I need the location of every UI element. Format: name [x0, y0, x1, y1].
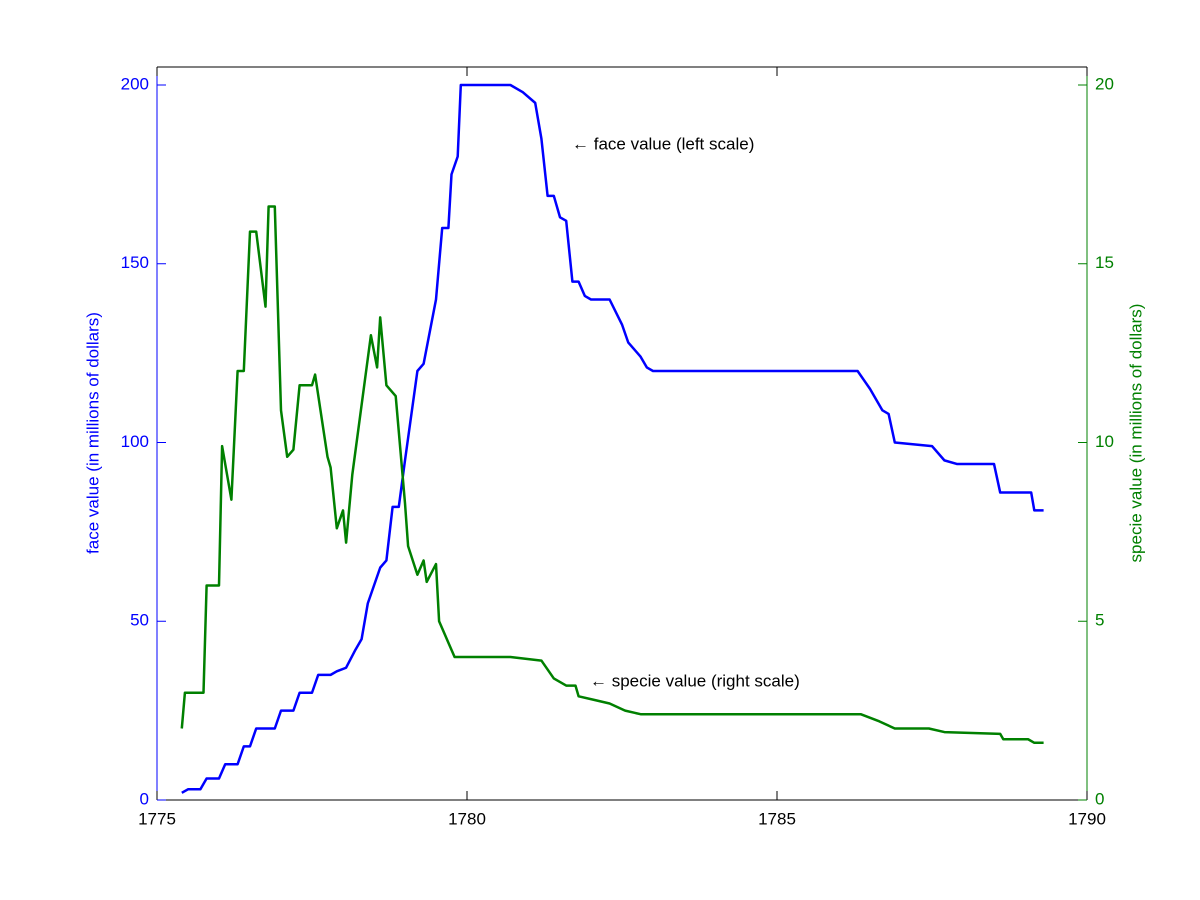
x-tick-label: 1775 [138, 809, 176, 828]
annotation: ← specie value (right scale) [590, 671, 800, 690]
y-tick-label: 150 [121, 253, 149, 272]
series-line [181, 83, 1044, 794]
y2-tick-label: 15 [1095, 253, 1114, 272]
y-tick-label: 200 [121, 74, 149, 93]
x-tick-label: 1790 [1068, 809, 1106, 828]
x-tick-label: 1780 [448, 809, 486, 828]
annotation: ← face value (left scale) [572, 134, 754, 153]
series-line [180, 205, 1044, 745]
y-tick-label: 50 [130, 611, 149, 630]
y2-tick-label: 10 [1095, 432, 1114, 451]
y-axis-label: face value (in millions of dollars) [83, 312, 102, 554]
y2-tick-label: 0 [1095, 789, 1104, 808]
y-tick-label: 0 [140, 789, 149, 808]
x-tick-label: 1785 [758, 809, 796, 828]
y-tick-label: 100 [121, 432, 149, 451]
y2-tick-label: 20 [1095, 74, 1114, 93]
y2-axis-label: specie value (in millions of dollars) [1126, 304, 1145, 563]
y2-tick-label: 5 [1095, 611, 1104, 630]
